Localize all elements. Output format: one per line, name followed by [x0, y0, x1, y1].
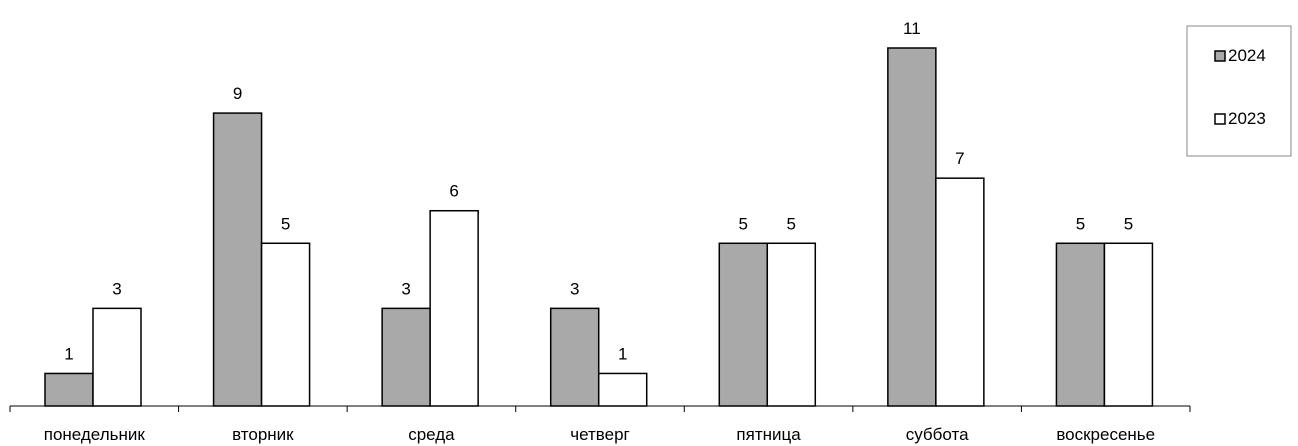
x-tick-label-1: вторник	[232, 425, 294, 444]
data-label-2023-2: 6	[449, 182, 458, 201]
x-tick-label-5: суббота	[906, 425, 969, 444]
data-label-2023-5: 7	[955, 149, 964, 168]
data-label-2023-3: 1	[618, 344, 627, 363]
legend-box	[1186, 25, 1292, 157]
data-label-2024-4: 5	[739, 214, 748, 233]
bar-2023-3	[597, 372, 648, 407]
data-label-2023-1: 5	[281, 214, 290, 233]
legend-label-2024: 2024	[1228, 46, 1266, 65]
x-tick-labels-group: понедельник вторник среда четверг пятница суб…	[44, 425, 1155, 444]
legend-swatch-2023	[1214, 113, 1226, 125]
data-label-2023-0: 3	[112, 279, 121, 298]
data-label-2024-2: 3	[401, 279, 410, 298]
data-label-2024-3: 3	[570, 279, 579, 298]
legend-label-2023: 2023	[1228, 109, 1266, 128]
bar-2023-6	[1103, 242, 1154, 407]
bar-2024-0	[44, 372, 94, 407]
x-tick-label-4: пятница	[736, 425, 801, 444]
bar-2023-0	[92, 307, 142, 407]
bar-2024-5	[887, 47, 937, 407]
bars-group	[44, 47, 1154, 407]
x-ticks-group	[9, 406, 1191, 412]
data-label-2024-5: 11	[903, 19, 921, 38]
legend: 2024 2023	[1186, 25, 1292, 157]
bar-2024-4	[718, 242, 769, 407]
bar-2023-5	[935, 177, 985, 407]
bar-2024-3	[549, 307, 600, 407]
bar-2024-2	[381, 307, 431, 407]
data-label-2024-1: 9	[233, 84, 242, 103]
data-label-2024-0: 1	[64, 344, 73, 363]
x-tick-label-0: понедельник	[44, 425, 146, 444]
data-label-2024-6: 5	[1076, 214, 1085, 233]
x-tick-label-6: воскресенье	[1056, 425, 1155, 444]
x-tick-label-2: среда	[408, 425, 455, 444]
bar-2023-2	[429, 209, 479, 407]
data-label-2023-4: 5	[787, 214, 796, 233]
bar-2023-4	[766, 242, 817, 407]
bar-2024-6	[1055, 242, 1106, 407]
legend-swatch-2024	[1214, 50, 1226, 62]
data-label-2023-6: 5	[1124, 214, 1133, 233]
bar-2023-1	[260, 242, 311, 407]
bar-2024-1	[212, 112, 263, 407]
x-tick-label-3: четверг	[570, 425, 629, 444]
